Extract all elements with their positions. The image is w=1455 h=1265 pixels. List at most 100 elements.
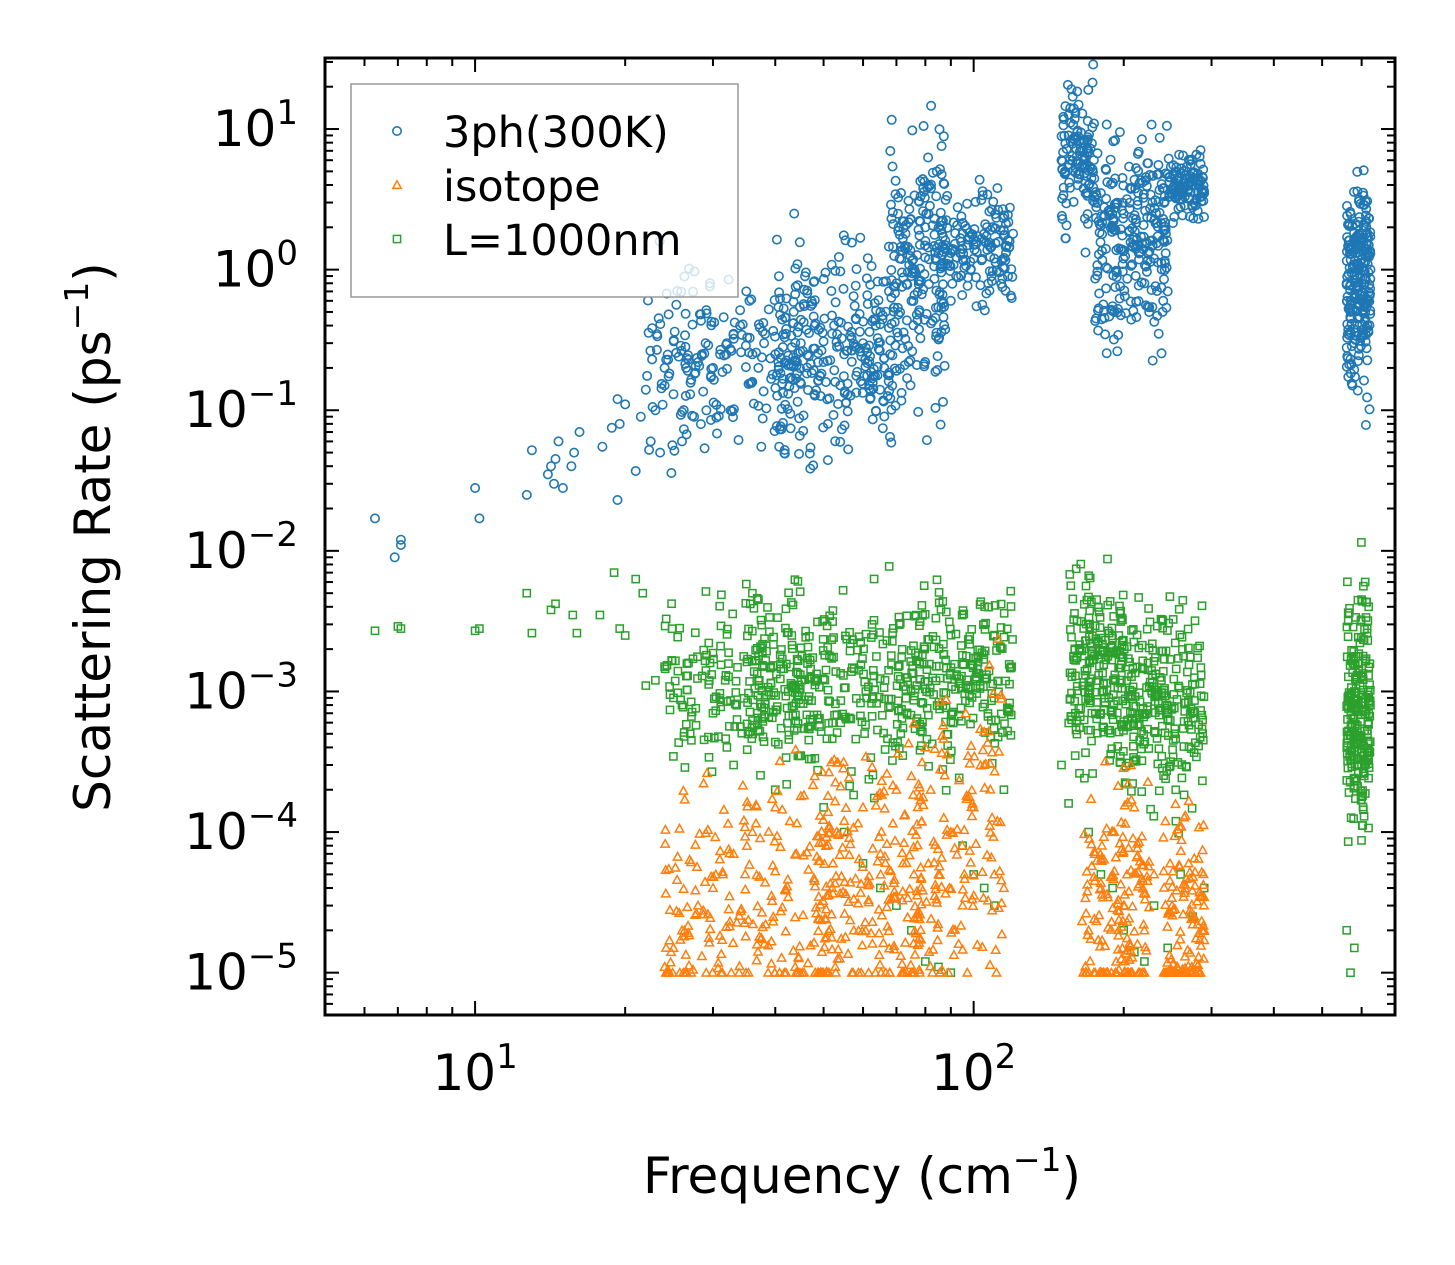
data-point-circle — [1080, 176, 1091, 187]
data-point-square — [1364, 823, 1373, 833]
data-point-square — [818, 616, 827, 626]
data-point-circle — [835, 436, 846, 447]
data-point-square — [681, 719, 691, 729]
data-point-square — [1000, 719, 1009, 729]
data-point-circle — [931, 327, 942, 338]
data-point-square — [884, 562, 894, 571]
data-point-square — [1144, 604, 1153, 613]
x-tick-label: 102 — [931, 1037, 1016, 1102]
data-point-triangle — [970, 838, 982, 848]
data-point-triangle — [1132, 849, 1144, 860]
data-point-triangle — [712, 956, 724, 967]
data-point-square — [999, 608, 1009, 618]
data-point-triangle — [911, 889, 923, 900]
data-point-square — [959, 609, 969, 619]
data-point-circle — [1349, 270, 1360, 281]
data-point-circle — [908, 320, 919, 331]
data-point-square — [824, 718, 833, 728]
data-point-circle — [862, 290, 873, 301]
data-point-circle — [885, 146, 896, 157]
data-point-circle — [830, 297, 841, 308]
data-point-triangle — [740, 930, 752, 941]
data-point-triangle — [863, 966, 875, 977]
data-point-circle — [923, 279, 934, 290]
data-point-square — [1347, 645, 1356, 655]
data-point-triangle — [1107, 873, 1119, 883]
data-point-triangle — [1166, 892, 1178, 902]
data-point-triangle — [945, 883, 957, 893]
data-point-square — [818, 634, 828, 644]
data-point-square — [938, 597, 948, 606]
data-point-circle — [795, 377, 806, 388]
data-point-triangle — [892, 747, 904, 758]
plot-area — [369, 59, 1376, 978]
data-point-circle — [757, 413, 768, 424]
data-point-triangle — [1083, 966, 1095, 977]
data-point-square — [971, 668, 981, 678]
data-point-square — [898, 751, 908, 760]
data-point-triangle — [959, 892, 971, 902]
data-point-triangle — [856, 939, 868, 950]
data-point-square — [1357, 538, 1366, 547]
data-point-circle — [891, 365, 902, 376]
data-point-square — [1085, 573, 1095, 583]
data-point-circle — [699, 443, 710, 454]
data-point-circle — [915, 333, 926, 344]
data-point-square — [979, 655, 989, 664]
data-point-circle — [898, 216, 909, 227]
data-point-triangle — [741, 800, 753, 811]
data-point-square — [1123, 654, 1133, 663]
data-point-circle — [678, 424, 689, 435]
data-point-square — [787, 631, 797, 640]
data-point-circle — [1102, 263, 1113, 274]
data-point-square — [1116, 720, 1126, 729]
data-point-circle — [997, 281, 1008, 292]
data-point-circle — [569, 447, 580, 458]
data-point-circle — [775, 352, 786, 363]
data-point-triangle — [739, 821, 751, 832]
data-point-circle — [919, 359, 930, 370]
data-point-circle — [756, 441, 767, 452]
data-point-circle — [947, 278, 958, 289]
data-point-triangle — [659, 838, 671, 848]
data-point-circle — [927, 220, 938, 231]
data-point-circle — [956, 211, 967, 222]
data-point-square — [818, 674, 828, 684]
data-point-triangle — [927, 943, 939, 954]
data-point-triangle — [899, 936, 911, 947]
data-point-triangle — [1123, 885, 1135, 896]
data-point-triangle — [923, 946, 935, 956]
data-point-triangle — [824, 826, 835, 837]
data-point-triangle — [986, 811, 998, 822]
data-point-triangle — [830, 966, 842, 977]
data-point-triangle — [1174, 820, 1185, 831]
data-point-circle — [1156, 218, 1167, 229]
data-point-square — [1195, 641, 1204, 651]
data-point-circle — [1347, 306, 1358, 317]
data-point-circle — [904, 259, 915, 270]
data-point-triangle — [910, 828, 922, 839]
data-point-square — [804, 735, 814, 745]
data-point-triangle — [1148, 868, 1160, 879]
data-point-triangle — [734, 960, 745, 971]
data-point-square — [907, 668, 917, 678]
data-point-triangle — [742, 914, 754, 925]
data-point-circle — [1117, 173, 1128, 184]
data-point-circle — [850, 280, 861, 291]
data-point-square — [822, 734, 832, 744]
data-point-triangle — [962, 750, 974, 761]
data-point-square — [878, 639, 888, 649]
data-point-triangle — [1105, 966, 1117, 977]
data-point-circle — [1131, 312, 1142, 323]
data-point-square — [721, 734, 731, 744]
data-point-circle — [886, 292, 897, 303]
data-point-circle — [825, 355, 836, 366]
data-point-circle — [818, 336, 829, 347]
data-point-triangle — [984, 783, 996, 794]
data-point-triangle — [990, 944, 1002, 954]
data-point-circle — [964, 227, 975, 238]
data-point-square — [1101, 655, 1111, 665]
data-point-triangle — [884, 966, 896, 977]
data-point-triangle — [826, 943, 838, 954]
data-point-triangle — [1123, 937, 1135, 948]
